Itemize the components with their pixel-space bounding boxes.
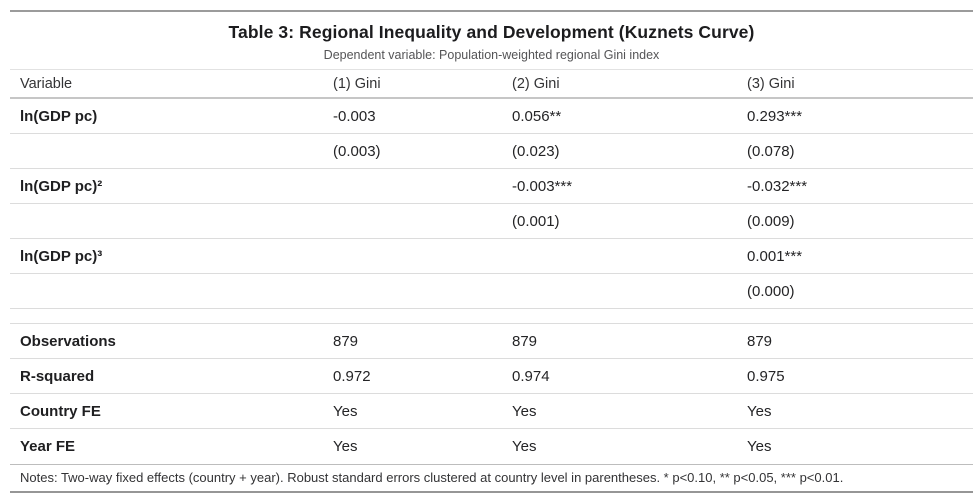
regression-table: Table 3: Regional Inequality and Develop… xyxy=(10,10,973,493)
summary-value: 0.975 xyxy=(747,367,785,385)
se-row-lngdp-cubed: (0.000) xyxy=(10,274,973,309)
summary-label: Year FE xyxy=(20,438,76,455)
coef-value: 0.001*** xyxy=(747,247,803,265)
column-header-model-1: (1) Gini xyxy=(333,75,381,92)
se-value: (0.003) xyxy=(333,142,381,160)
se-value: (0.009) xyxy=(747,212,795,230)
column-header-model-2: (2) Gini xyxy=(512,75,560,92)
summary-row-observations: Observations 879 879 879 xyxy=(10,324,973,359)
table-subtitle: Dependent variable: Population-weighted … xyxy=(323,48,660,62)
summary-value: 879 xyxy=(747,332,773,350)
summary-value: 0.974 xyxy=(512,367,550,385)
summary-value: Yes xyxy=(333,402,358,420)
summary-label: Country FE xyxy=(20,402,101,420)
summary-value: 0.972 xyxy=(333,367,371,385)
column-header-variable: Variable xyxy=(20,75,73,92)
se-value: (0.078) xyxy=(747,142,795,160)
summary-label: R-squared xyxy=(20,367,95,385)
spacer-row xyxy=(10,309,973,324)
column-header-model-3: (3) Gini xyxy=(747,75,795,92)
coef-row-lngdp-cubed: ln(GDP pc)³ 0.001*** xyxy=(10,239,973,274)
se-value: (0.001) xyxy=(512,212,560,230)
se-value: (0.023) xyxy=(512,142,560,160)
summary-value: Yes xyxy=(512,438,537,455)
coef-value: -0.003*** xyxy=(512,177,573,195)
coef-row-lngdp: ln(GDP pc) -0.003 0.056** 0.293*** xyxy=(10,99,973,134)
summary-row-country-fe: Country FE Yes Yes Yes xyxy=(10,394,973,429)
table-title-block: Table 3: Regional Inequality and Develop… xyxy=(10,12,973,69)
se-value: (0.000) xyxy=(747,282,795,300)
se-row-lngdp: (0.003) (0.023) (0.078) xyxy=(10,134,973,169)
variable-label: ln(GDP pc) xyxy=(20,107,98,125)
table-notes: Notes: Two-way fixed effects (country + … xyxy=(10,464,973,491)
variable-label: ln(GDP pc)² xyxy=(20,177,103,195)
coef-value: 0.056** xyxy=(512,107,562,125)
summary-row-rsquared: R-squared 0.972 0.974 0.975 xyxy=(10,359,973,394)
coef-value: -0.032*** xyxy=(747,177,808,195)
summary-value: Yes xyxy=(512,402,537,420)
summary-value: 879 xyxy=(512,332,538,350)
table-header-row: Variable (1) Gini (2) Gini (3) Gini xyxy=(10,69,973,99)
summary-label: Observations xyxy=(20,332,116,350)
summary-value: Yes xyxy=(333,438,358,455)
coef-value: 0.293*** xyxy=(747,107,803,125)
summary-value: 879 xyxy=(333,332,359,350)
summary-value: Yes xyxy=(747,402,772,420)
coef-row-lngdp-squared: ln(GDP pc)² -0.003*** -0.032*** xyxy=(10,169,973,204)
table-title: Table 3: Regional Inequality and Develop… xyxy=(228,22,755,42)
summary-value: Yes xyxy=(747,438,772,455)
summary-row-year-fe: Year FE Yes Yes Yes xyxy=(10,429,973,464)
coef-value: -0.003 xyxy=(333,107,376,125)
variable-label: ln(GDP pc)³ xyxy=(20,247,103,265)
se-row-lngdp-squared: (0.001) (0.009) xyxy=(10,204,973,239)
